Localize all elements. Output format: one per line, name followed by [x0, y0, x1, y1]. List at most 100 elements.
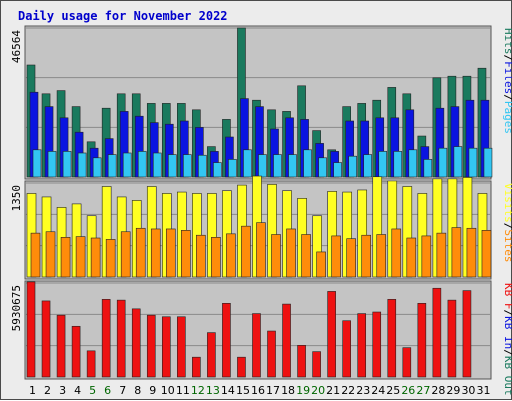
bar-sites-day-15	[241, 225, 251, 278]
bar-kb-f-day-18	[282, 303, 291, 378]
bar-kb-f-day-29	[447, 299, 457, 378]
bar-pages-day-2	[47, 151, 57, 178]
x-tick-label-day-30: 30	[461, 384, 475, 397]
bar-sites-day-3	[60, 237, 71, 278]
legend-entry: Sites	[502, 229, 512, 262]
bar-sites-day-28	[436, 232, 447, 278]
bar-sites-day-4	[75, 236, 86, 278]
legend-visits-sites: Visits/Sites	[502, 183, 512, 263]
chart-title: Daily usage for November 2022	[18, 9, 228, 23]
bar-pages-day-15	[243, 149, 252, 178]
x-tick-label-day-15: 15	[236, 384, 250, 397]
x-tick-label-day-7: 7	[119, 384, 126, 397]
bar-sites-day-13	[211, 237, 221, 278]
bar-sites-day-24	[376, 234, 387, 278]
x-tick-label-day-23: 23	[356, 384, 370, 397]
bar-kb-f-day-15	[237, 356, 246, 378]
y-max-label-hits-files-pages: 46564	[10, 30, 23, 63]
bar-sites-day-5	[90, 237, 101, 278]
bar-sites-day-6	[105, 239, 116, 278]
legend-entry: /	[502, 55, 512, 62]
bar-pages-day-30	[468, 147, 478, 178]
bar-kb-f-day-21	[327, 291, 336, 378]
x-tick-label-day-9: 9	[149, 384, 156, 397]
bar-sites-day-12	[196, 234, 206, 278]
x-tick-label-day-16: 16	[251, 384, 265, 397]
bar-sites-day-26	[406, 237, 417, 278]
x-tick-label-day-2: 2	[44, 384, 51, 397]
panel-kbytes: 5930675 KB F/KB In/KB Out	[10, 280, 512, 396]
bar-kb-f-day-28	[432, 287, 442, 378]
bar-pages-day-27	[423, 159, 433, 178]
x-tick-label-day-5: 5	[89, 384, 96, 397]
bar-kb-f-day-2	[41, 300, 51, 378]
x-tick-label-day-21: 21	[326, 384, 340, 397]
legend-entry: Hits	[502, 28, 512, 55]
x-tick-label-day-1: 1	[29, 384, 36, 397]
x-tick-label-day-17: 17	[266, 384, 280, 397]
x-tick-label-day-18: 18	[281, 384, 295, 397]
bar-sites-day-7	[120, 231, 131, 278]
bar-kb-f-day-22	[342, 320, 351, 378]
bar-pages-day-21	[333, 162, 342, 178]
bar-pages-day-17	[273, 154, 282, 178]
legend-kbytes: KB F/KB In/KB Out	[502, 283, 512, 396]
bar-pages-day-10	[167, 154, 177, 178]
bar-sites-day-8	[135, 227, 146, 278]
legend-entry: /	[502, 94, 512, 101]
y-max-label-visits-sites: 1350	[10, 185, 23, 212]
bar-pages-day-28	[438, 147, 448, 178]
bar-kb-f-day-16	[252, 313, 261, 378]
bar-pages-day-3	[62, 151, 72, 178]
bar-kb-f-day-14	[222, 302, 231, 378]
bar-pages-day-14	[228, 159, 237, 178]
bar-pages-day-20	[318, 157, 327, 178]
bar-kb-f-day-26	[402, 347, 412, 378]
chart-panels: 46564Hits/Files/Pages1350Visits/Sites593…	[10, 25, 512, 396]
bar-kb-f-day-24	[372, 311, 382, 378]
x-tick-label-day-14: 14	[221, 384, 235, 397]
bar-sites-day-31	[481, 230, 492, 278]
bar-sites-day-2	[45, 231, 56, 278]
bar-sites-day-29	[451, 227, 462, 278]
x-tick-label-day-22: 22	[341, 384, 355, 397]
x-tick-label-day-12: 12	[191, 384, 205, 397]
x-tick-label-day-19: 19	[296, 384, 310, 397]
bar-kb-f-day-1	[26, 281, 36, 378]
x-tick-label-day-10: 10	[161, 384, 175, 397]
bar-kb-f-day-9	[146, 314, 156, 378]
legend-entry: Files	[502, 61, 512, 94]
bar-pages-day-23	[363, 154, 373, 178]
x-tick-label-day-6: 6	[104, 384, 111, 397]
x-tick-label-day-11: 11	[176, 384, 190, 397]
bar-kb-f-day-4	[71, 325, 81, 378]
x-tick-label-day-28: 28	[431, 384, 445, 397]
bar-pages-day-25	[393, 151, 403, 178]
bar-sites-day-23	[361, 234, 372, 278]
y-max-label-kbytes: 5930675	[10, 285, 23, 331]
x-tick-label-day-29: 29	[446, 384, 460, 397]
bar-sites-day-19	[301, 234, 311, 278]
bar-pages-day-9	[152, 152, 162, 178]
bar-pages-day-31	[483, 147, 493, 178]
x-tick-label-day-25: 25	[386, 384, 400, 397]
bar-pages-day-8	[137, 151, 147, 178]
bar-sites-day-25	[391, 228, 402, 278]
bar-kb-f-day-5	[86, 350, 96, 378]
bar-kb-f-day-3	[56, 314, 66, 378]
bar-sites-day-22	[346, 238, 356, 278]
bar-kb-f-day-19	[297, 345, 306, 378]
bar-kb-f-day-11	[177, 316, 186, 378]
legend-entry: /	[502, 349, 512, 356]
bar-pages-day-16	[258, 154, 267, 178]
bar-pages-day-7	[122, 152, 132, 178]
bar-pages-day-4	[77, 152, 87, 178]
bar-pages-day-5	[92, 157, 102, 178]
bar-kb-f-day-13	[207, 332, 216, 378]
bar-sites-day-27	[421, 235, 432, 278]
bar-pages-day-18	[288, 154, 297, 178]
bar-pages-day-6	[107, 154, 117, 178]
